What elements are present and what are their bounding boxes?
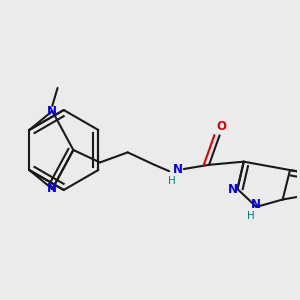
Text: N: N bbox=[228, 182, 238, 196]
Text: N: N bbox=[251, 198, 261, 211]
Text: H: H bbox=[168, 176, 176, 186]
Text: N: N bbox=[172, 163, 182, 176]
Text: H: H bbox=[247, 211, 255, 221]
Text: N: N bbox=[47, 182, 57, 195]
Text: N: N bbox=[47, 105, 57, 118]
Text: O: O bbox=[217, 121, 227, 134]
